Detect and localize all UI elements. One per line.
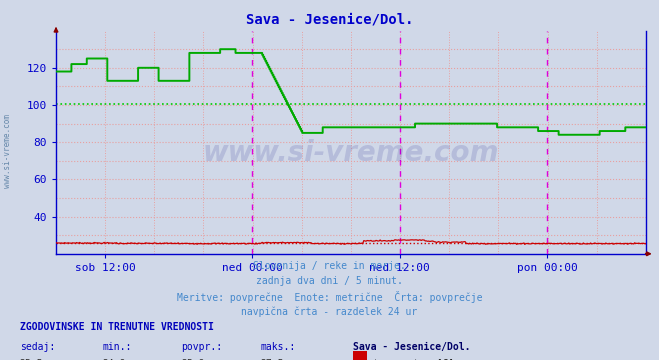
Text: povpr.:: povpr.:	[181, 342, 222, 352]
Text: 25,5: 25,5	[20, 359, 43, 360]
Text: 27,5: 27,5	[260, 359, 284, 360]
Text: Meritve: povprečne  Enote: metrične  Črta: povprečje: Meritve: povprečne Enote: metrične Črta:…	[177, 291, 482, 303]
Text: 25,9: 25,9	[181, 359, 205, 360]
Text: min.:: min.:	[102, 342, 132, 352]
Text: Slovenija / reke in morje.: Slovenija / reke in morje.	[253, 261, 406, 271]
Text: ZGODOVINSKE IN TRENUTNE VREDNOSTI: ZGODOVINSKE IN TRENUTNE VREDNOSTI	[20, 322, 214, 332]
Text: zadnja dva dni / 5 minut.: zadnja dva dni / 5 minut.	[256, 276, 403, 286]
Text: Sava - Jesenice/Dol.: Sava - Jesenice/Dol.	[353, 342, 470, 352]
Text: www.si-vreme.com: www.si-vreme.com	[203, 139, 499, 167]
Text: sedaj:: sedaj:	[20, 342, 55, 352]
Text: navpična črta - razdelek 24 ur: navpična črta - razdelek 24 ur	[241, 306, 418, 317]
Text: temperatura[C]: temperatura[C]	[372, 359, 455, 360]
Text: www.si-vreme.com: www.si-vreme.com	[3, 114, 13, 188]
Text: Sava - Jesenice/Dol.: Sava - Jesenice/Dol.	[246, 13, 413, 27]
Text: 24,9: 24,9	[102, 359, 126, 360]
Text: maks.:: maks.:	[260, 342, 295, 352]
